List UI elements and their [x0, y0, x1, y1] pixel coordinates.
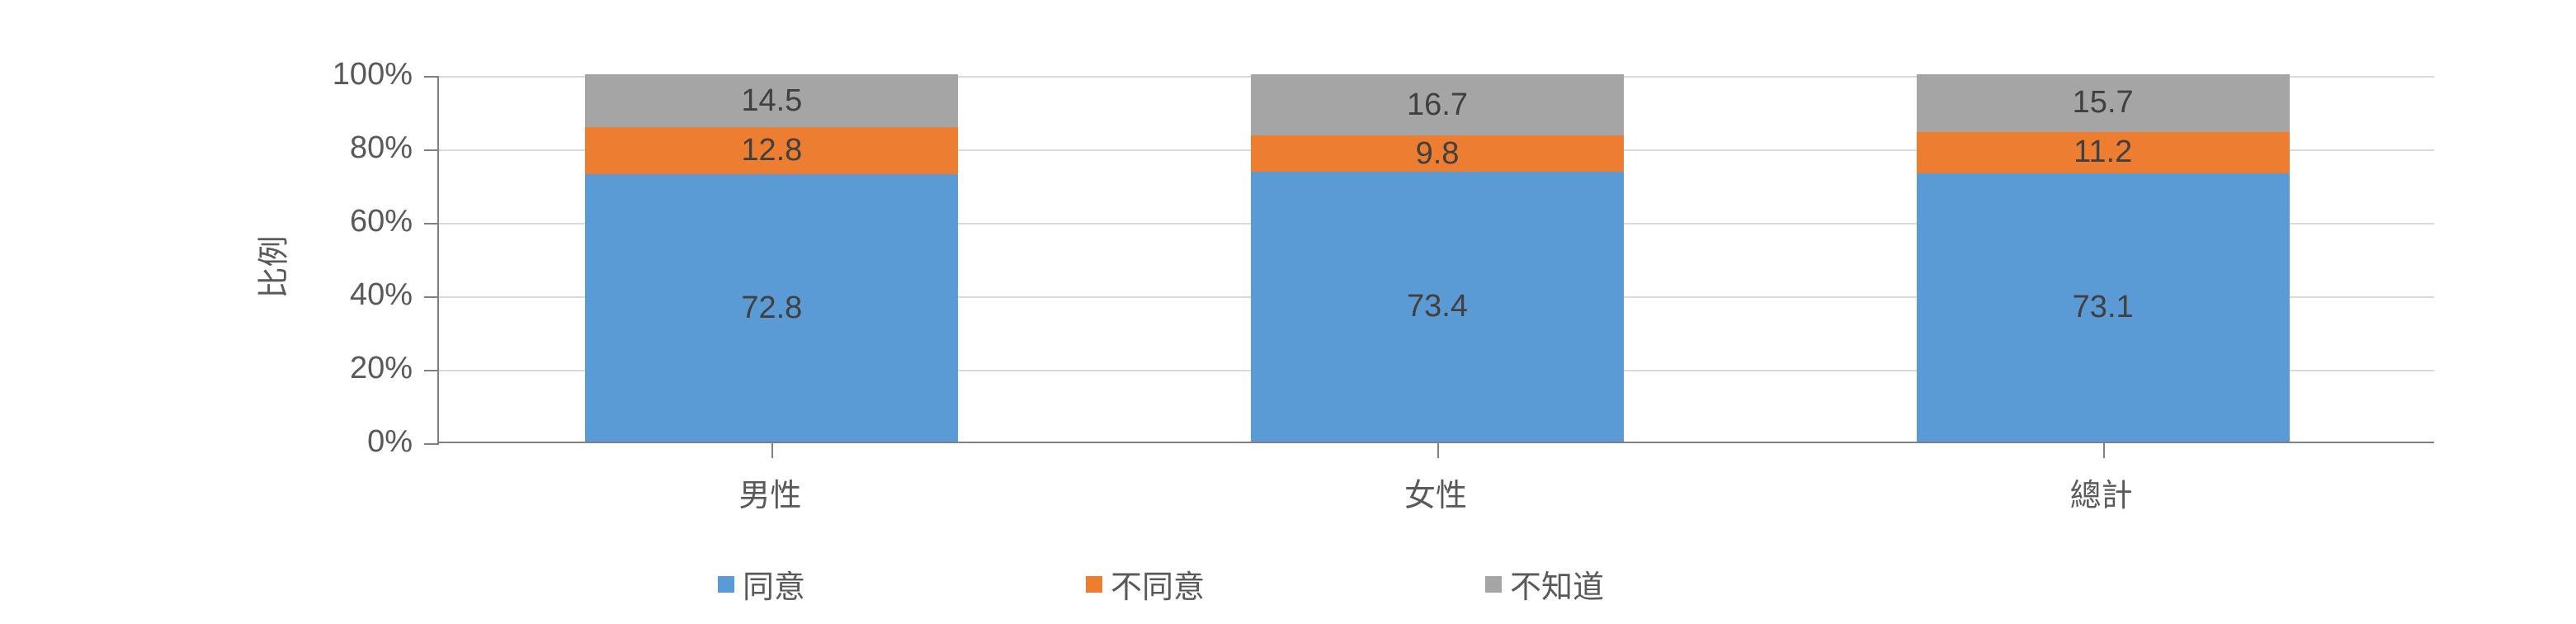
y-tick-mark [424, 223, 439, 225]
data-label: 15.7 [2073, 85, 2134, 121]
data-label: 9.8 [1416, 136, 1460, 172]
segment-male-unknown: 14.5 [585, 74, 958, 127]
segment-total-unknown: 15.7 [1917, 74, 2290, 132]
x-tick-mark [771, 443, 773, 458]
segment-total-agree: 73.1 [1917, 173, 2290, 442]
x-tick-mark [2103, 443, 2105, 458]
legend-label: 不知道 [1510, 561, 1604, 607]
legend-item-unknown: 不知道 [1485, 561, 1604, 607]
legend-swatch-icon [1086, 576, 1102, 593]
y-tick-mark [424, 149, 439, 151]
y-tick-mark [424, 443, 439, 445]
legend-swatch-icon [718, 576, 734, 593]
data-label: 16.7 [1407, 87, 1468, 123]
y-tick-label: 40% [297, 277, 413, 313]
data-label: 11.2 [2074, 135, 2132, 170]
y-tick-mark [424, 370, 439, 371]
legend-label: 同意 [743, 561, 805, 607]
x-axis-label-male: 男性 [437, 470, 1103, 515]
data-label: 73.4 [1407, 289, 1468, 324]
plot-area: 72.8 12.8 14.5 73.4 9.8 16.7 73.1 11.2 15.7 [437, 76, 2434, 443]
legend-item-disagree: 不同意 [1086, 561, 1205, 607]
data-label: 12.8 [741, 133, 802, 168]
data-label: 73.1 [2073, 290, 2134, 325]
y-tick-mark [424, 296, 439, 298]
segment-female-agree: 73.4 [1251, 172, 1624, 442]
legend-swatch-icon [1485, 576, 1502, 593]
data-label: 72.8 [741, 291, 802, 326]
y-tick-label: 0% [297, 424, 413, 460]
legend-item-agree: 同意 [718, 561, 805, 607]
legend-label: 不同意 [1111, 561, 1205, 607]
legend: 同意 不同意 不知道 [718, 561, 1604, 607]
segment-male-agree: 72.8 [585, 174, 958, 442]
segment-female-unknown: 16.7 [1251, 74, 1624, 135]
stacked-bar-chart: 比例 72.8 12.8 14.5 73.4 9.8 16.7 73.1 11.2 15.7 同… [0, 0, 2576, 624]
data-label: 14.5 [741, 83, 802, 119]
bar-male: 72.8 12.8 14.5 [585, 74, 958, 442]
x-axis-label-total: 總計 [1768, 470, 2434, 515]
bar-total: 73.1 11.2 15.7 [1917, 74, 2290, 442]
y-tick-label: 60% [297, 204, 413, 239]
y-axis-title: 比例 [248, 235, 294, 298]
y-tick-label: 80% [297, 130, 413, 166]
segment-total-disagree: 11.2 [1917, 132, 2290, 173]
y-tick-mark [424, 76, 439, 78]
x-tick-mark [1437, 443, 1439, 458]
bar-female: 73.4 9.8 16.7 [1251, 74, 1624, 442]
y-tick-label: 100% [297, 57, 413, 92]
x-axis-label-female: 女性 [1103, 470, 1769, 515]
segment-male-disagree: 12.8 [585, 127, 958, 174]
y-tick-label: 20% [297, 351, 413, 386]
segment-female-disagree: 9.8 [1251, 135, 1624, 172]
